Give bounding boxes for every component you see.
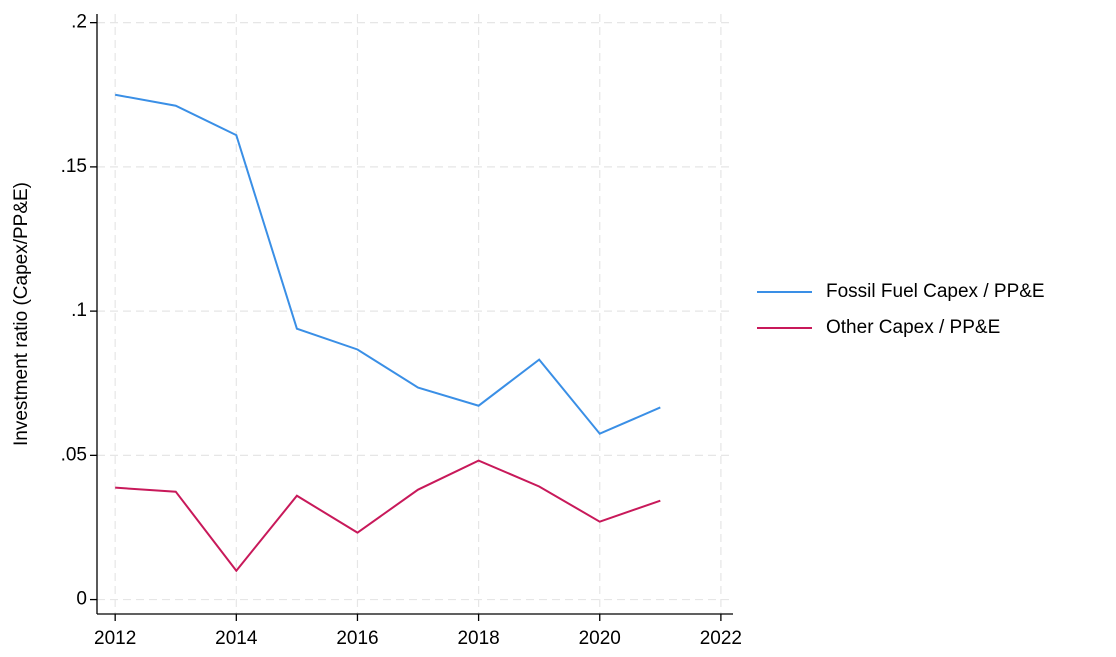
y-tick-label: .1 [71,300,87,321]
y-tick-label: .15 [61,156,87,177]
y-axis-label: Investment ratio (Capex/PP&E) [11,182,32,446]
x-tick-label: 2014 [215,628,258,649]
x-tick-label: 2016 [336,628,378,649]
series-line [114,93,661,435]
legend-label: Fossil Fuel Capex / PP&E [826,281,1045,302]
y-tick-label: 0 [76,589,87,610]
x-tick-label: 2012 [94,628,136,649]
series-line [115,459,661,573]
x-tick-label: 2020 [579,628,621,649]
y-tick-label: .05 [61,444,87,465]
y-tick-label: .2 [71,12,87,33]
x-tick-label: 2022 [700,628,742,649]
x-tick-label: 2018 [457,628,499,649]
legend-label: Other Capex / PP&E [826,317,1000,338]
